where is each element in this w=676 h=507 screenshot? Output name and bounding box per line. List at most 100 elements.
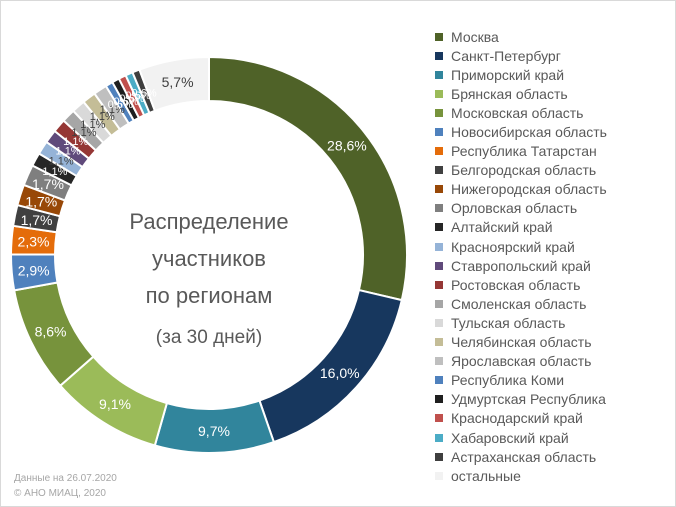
slice-data-label: 1,7% [25,194,57,210]
legend-item: Астраханская область [435,447,607,466]
legend-swatch [435,32,443,41]
copyright-note: © АНО МИАЦ, 2020 [14,488,106,499]
legend-swatch [435,433,443,442]
legend-label: остальные [451,467,521,484]
legend-label: Краснодарский край [451,410,583,427]
legend-swatch [435,242,443,251]
donut-slice [138,55,210,113]
legend-item: Московская область [435,103,607,122]
slice-data-label: 0,6% [132,87,157,99]
legend-label: Орловская область [451,200,578,217]
legend-swatch [435,395,443,404]
legend-label: Новосибирская область [451,124,607,141]
legend-label: Московская область [451,104,584,121]
legend-item: Хабаровский край [435,428,607,447]
legend-swatch [435,108,443,117]
legend-item: Челябинская область [435,333,607,352]
legend-swatch [435,299,443,308]
donut-chart: 28,6%16,0%9,7%9,1%8,6%2,9%2,3%1,7%1,7%1,… [9,55,408,454]
legend-item: Москва [435,27,607,46]
legend-swatch [435,376,443,385]
legend-swatch [435,70,443,79]
legend-swatch [435,223,443,232]
legend-item: остальные [435,466,607,485]
legend-label: Ставропольский край [451,257,591,274]
chart-legend: Москва Санкт-Петербург Приморский край Брян… [435,27,607,485]
legend-item: Приморский край [435,65,607,84]
slice-data-label: 2,9% [18,262,50,278]
slice-data-label: 2,3% [18,234,50,250]
legend-item: Белгородская область [435,161,607,180]
legend-item: Удмуртская Республика [435,390,607,409]
slice-data-label: 1,1% [63,136,88,148]
legend-swatch [435,414,443,423]
legend-label: Республика Коми [451,372,565,389]
legend-swatch [435,185,443,194]
legend-label: Красноярский край [451,238,575,255]
legend-label: Ростовская область [451,276,581,293]
slice-data-label: 1,1% [90,111,115,123]
legend-label: Республика Татарстан [451,143,597,160]
chart-title-line-2: участников [151,246,266,271]
legend-item: Ярославская область [435,352,607,371]
legend-swatch [435,357,443,366]
legend-swatch [435,471,443,480]
legend-label: Удмуртская Республика [451,391,606,408]
slice-data-label: 1,1% [71,127,96,139]
legend-swatch [435,128,443,137]
legend-swatch [435,280,443,289]
slice-data-label: 1,7% [32,176,64,192]
legend-label: Приморский край [451,66,565,83]
legend-label: Брянская область [451,85,568,102]
legend-swatch [435,261,443,270]
legend-label: Белгородская область [451,162,597,179]
legend-swatch [435,166,443,175]
legend-item: Орловская область [435,199,607,218]
slice-data-label: 8,6% [35,324,67,340]
legend-item: Санкт-Петербург [435,46,607,65]
slice-data-label: 1,1% [80,119,105,131]
legend-label: Санкт-Петербург [451,47,561,64]
legend-item: Брянская область [435,84,607,103]
slice-data-label: 28,6% [327,138,367,154]
slice-data-label: 0,6% [119,93,144,105]
legend-item: Красноярский край [435,237,607,256]
legend-swatch [435,89,443,98]
slice-data-label: 0,6% [108,99,133,111]
legend-item: Смоленская область [435,294,607,313]
legend-item: Нижегородская область [435,180,607,199]
slice-data-label: 5,7% [162,74,194,90]
legend-label: Челябинская область [451,334,592,351]
slice-data-label: 9,7% [198,423,230,439]
legend-item: Тульская область [435,313,607,332]
legend-label: Алтайский край [451,219,553,236]
slice-data-label: 1,1% [49,156,74,168]
legend-swatch [435,51,443,60]
donut-data-labels: 28,6%16,0%9,7%9,1%8,6%2,9%2,3%1,7%1,7%1,… [18,74,367,439]
legend-label: Тульская область [451,314,566,331]
legend-item: Алтайский край [435,218,607,237]
legend-label: Ярославская область [451,353,592,370]
legend-label: Москва [451,28,499,45]
slice-data-label: 1,1% [42,166,67,178]
legend-swatch [435,318,443,327]
legend-swatch [435,452,443,461]
legend-item: Республика Коми [435,371,607,390]
legend-label: Смоленская область [451,295,587,312]
slice-data-label: 9,1% [99,396,131,412]
slice-data-label: 0,6% [125,90,150,102]
chart-subtitle: (за 30 дней) [155,327,263,348]
data-date-note: Данные на 26.07.2020 [14,473,117,484]
slice-data-label: 1,1% [56,146,81,158]
legend-swatch [435,147,443,156]
legend-item: Краснодарский край [435,409,607,428]
chart-title-line-3: по регионам [145,283,273,308]
slice-data-label: 1,1% [100,104,125,116]
donut-slices [9,55,408,454]
legend-swatch [435,338,443,347]
slice-data-label: 16,0% [320,365,360,381]
legend-swatch [435,204,443,213]
chart-title-line-1: Распределение [129,209,289,234]
legend-label: Нижегородская область [451,181,607,198]
